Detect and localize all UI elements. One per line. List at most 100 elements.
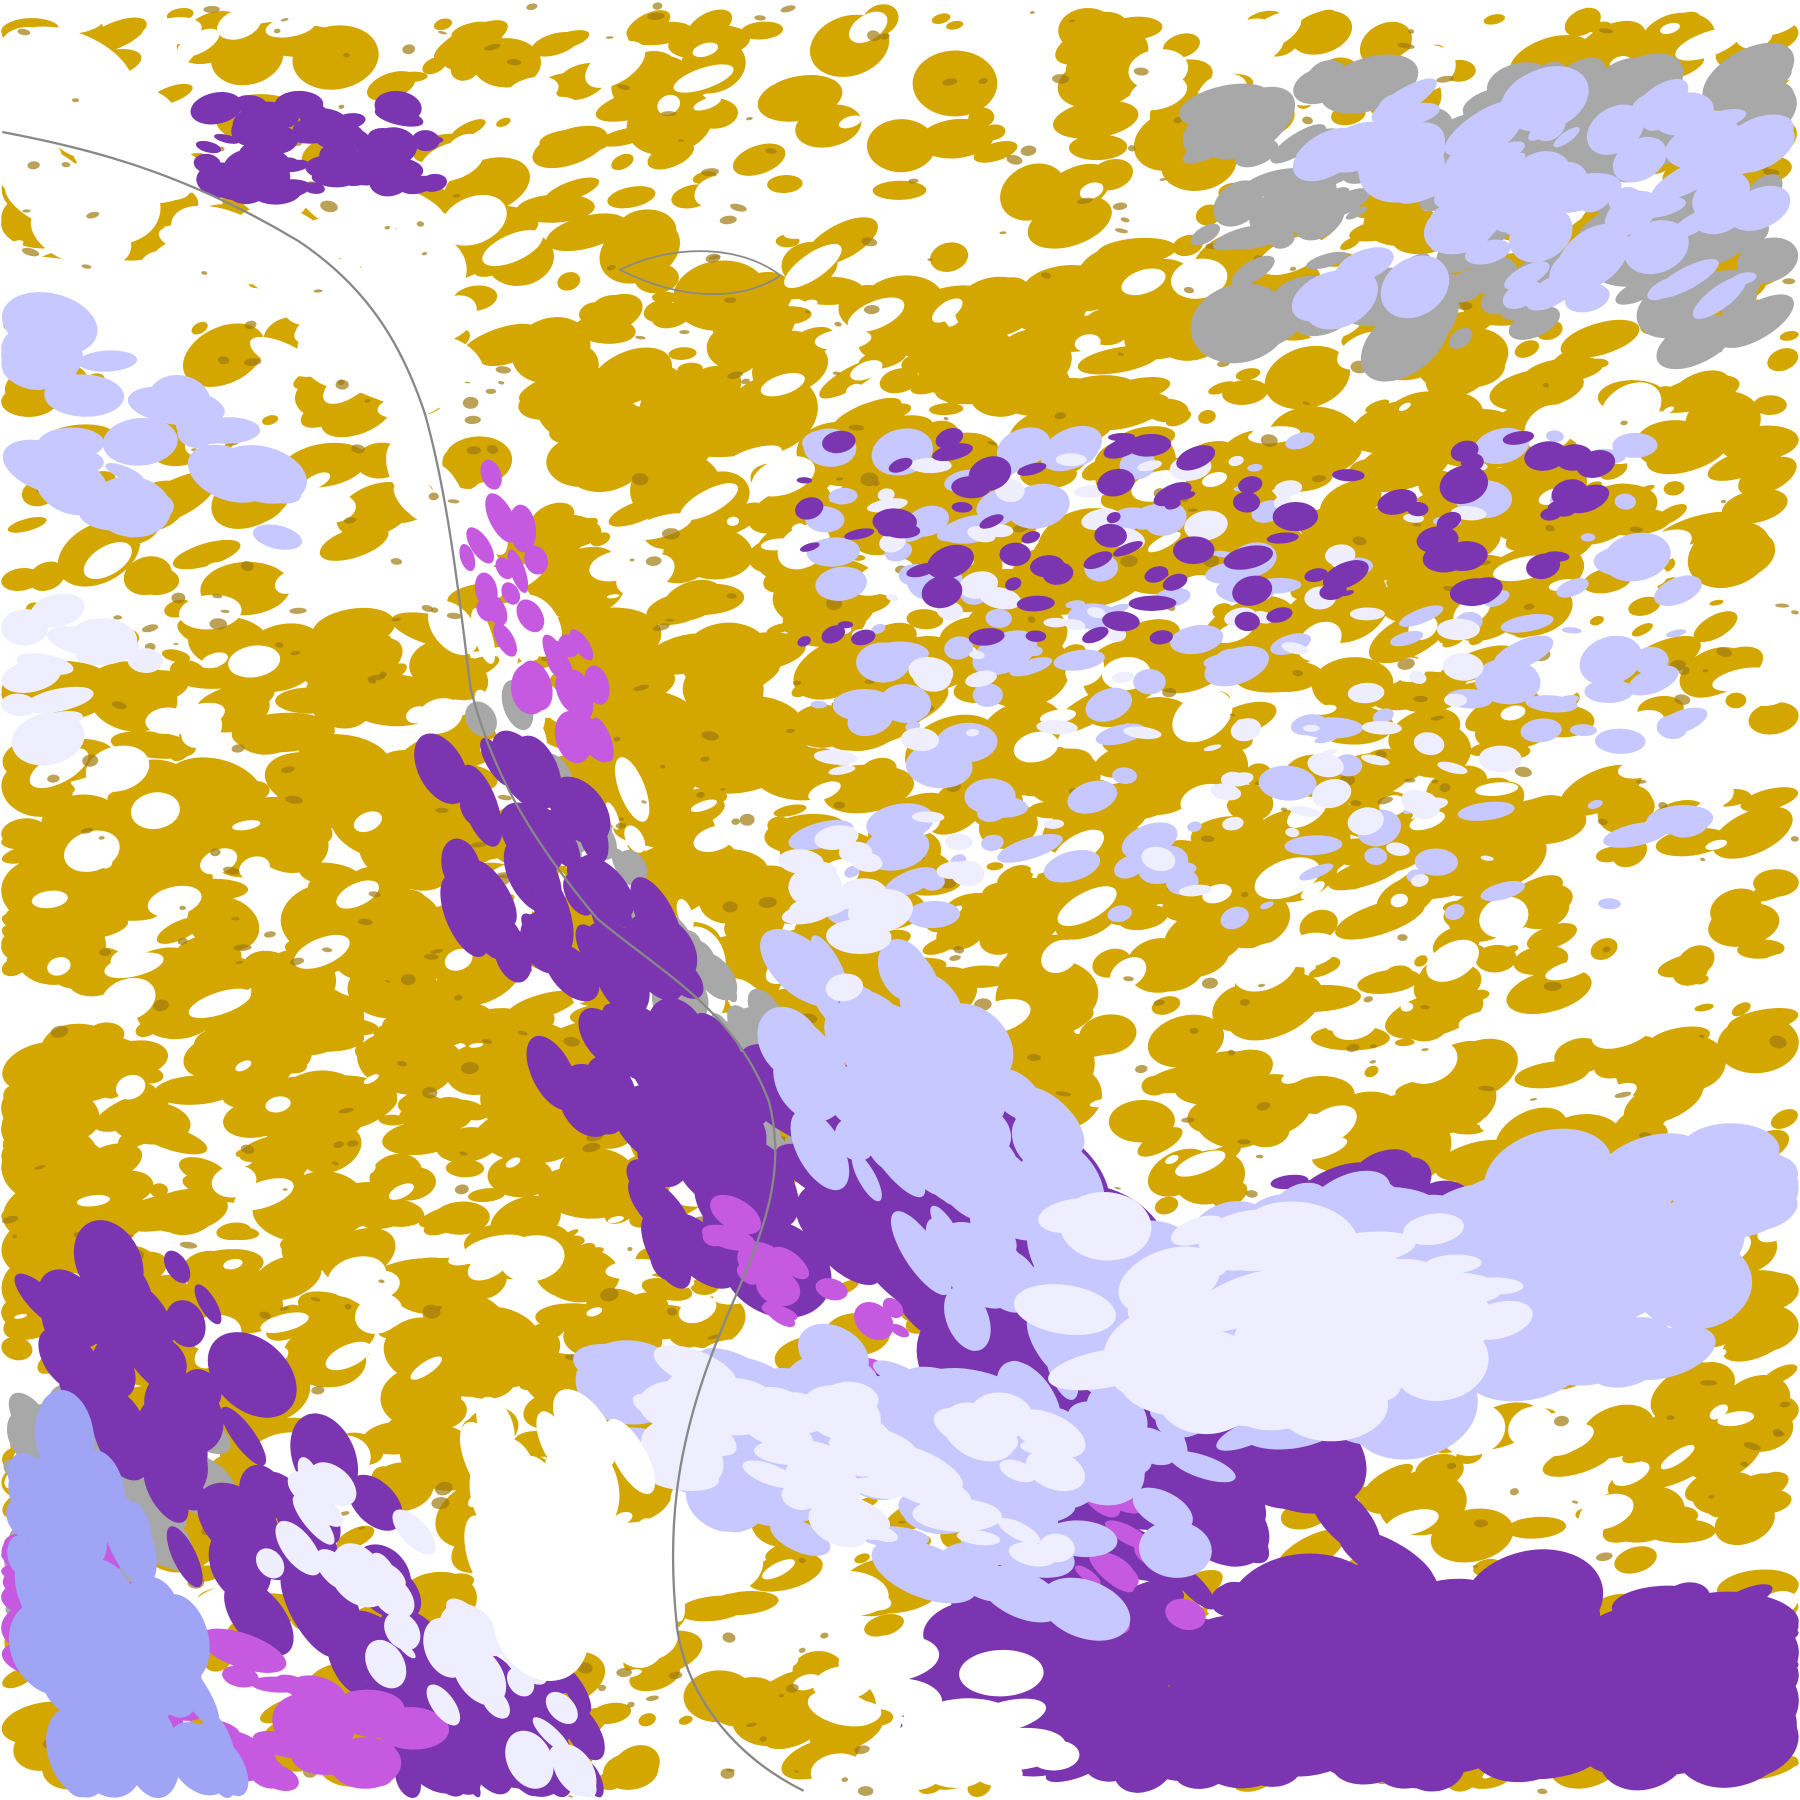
low-cloud-dense-patch xyxy=(518,368,592,404)
low-cloud-west-patch xyxy=(194,1026,253,1062)
low-cloud-dense-patch xyxy=(728,271,794,323)
low-cloud-dense-patch xyxy=(1141,1075,1169,1096)
low-cloud-west-patch xyxy=(607,687,695,725)
low-cloud-patch xyxy=(1483,14,1506,25)
low-cloud-dense-patch xyxy=(1127,778,1193,816)
low-cloud-dense-patch xyxy=(669,583,745,616)
low-cloud-patch xyxy=(1068,134,1128,161)
low-cloud-dense-patch xyxy=(979,923,1021,955)
low-cloud-patch xyxy=(608,498,666,527)
low-cloud-patch xyxy=(1,567,41,592)
low-cloud-dense-patch xyxy=(763,563,810,594)
clear-gap-patch xyxy=(1121,268,1166,296)
low-cloud-dense-patch xyxy=(1424,830,1509,897)
low-cloud-dense-patch xyxy=(1095,377,1171,405)
low-cloud-patch xyxy=(611,153,634,171)
low-cloud-patch xyxy=(1622,1433,1681,1464)
low-cloud-patch xyxy=(1677,945,1715,978)
low-cloud-patch xyxy=(1430,1508,1514,1563)
low-cloud-patch xyxy=(319,29,363,55)
low-cloud-patch xyxy=(683,1670,755,1723)
low-cloud-dense-patch xyxy=(916,323,1019,401)
convective-cells-patch xyxy=(1027,645,1043,657)
low-cloud-west-patch xyxy=(102,1040,169,1078)
low-cloud-west-patch xyxy=(393,907,425,919)
low-cloud-patch xyxy=(1663,481,1685,496)
thick-cloud-center-patch xyxy=(999,542,1031,567)
low-cloud-patch xyxy=(1631,623,1653,637)
low-cloud-west-patch xyxy=(113,670,189,705)
low-cloud-patch xyxy=(1090,159,1134,191)
low-cloud-patch xyxy=(1628,596,1661,616)
low-cloud-dark-patch xyxy=(665,618,675,622)
low-cloud-west-patch xyxy=(1,1336,33,1361)
low-cloud-patch xyxy=(1646,429,1730,475)
low-cloud-patch xyxy=(1414,955,1428,967)
low-cloud-west-patch xyxy=(146,1276,186,1303)
low-cloud-dark-patch xyxy=(231,917,240,921)
low-cloud-patch xyxy=(150,1183,168,1198)
low-cloud-patch xyxy=(854,1553,870,1564)
low-cloud-west-patch xyxy=(164,757,263,822)
low-cloud-dark-patch xyxy=(661,528,681,540)
low-cloud-patch xyxy=(931,13,951,25)
low-cloud-dense-patch xyxy=(1360,1103,1395,1125)
low-cloud-dark-patch xyxy=(661,111,677,117)
low-cloud-patch xyxy=(2,1057,37,1082)
low-cloud-patch xyxy=(1712,806,1793,859)
low-cloud-dense-patch xyxy=(1208,381,1236,395)
low-cloud-west-patch xyxy=(443,1002,495,1029)
low-cloud-patch xyxy=(1065,29,1149,92)
low-cloud-patch xyxy=(1137,1127,1183,1157)
low-cloud-west-patch xyxy=(594,1160,635,1181)
low-cloud-west-patch xyxy=(187,895,260,952)
low-cloud-patch xyxy=(946,20,964,30)
clear-gap-patch xyxy=(692,42,719,58)
low-cloud-patch xyxy=(1060,207,1104,228)
low-cloud-patch xyxy=(1710,530,1776,579)
convective-cores-patch xyxy=(1436,618,1480,641)
low-cloud-patch xyxy=(1724,1419,1776,1446)
low-cloud-patch xyxy=(1756,500,1779,518)
low-cloud-dense-patch xyxy=(1190,815,1290,863)
low-cloud-patch xyxy=(337,1240,391,1263)
low-cloud-dense-patch xyxy=(600,447,700,479)
low-cloud-west-patch xyxy=(276,1182,367,1240)
low-cloud-dense-patch xyxy=(541,586,573,601)
low-cloud-west-patch xyxy=(298,734,391,784)
low-cloud-patch xyxy=(1731,1002,1751,1017)
low-cloud-west-patch xyxy=(177,960,244,998)
low-cloud-patch xyxy=(1661,1506,1699,1527)
low-cloud-patch xyxy=(612,1745,660,1787)
low-cloud-dense-patch xyxy=(1531,797,1563,810)
low-cloud-patch xyxy=(767,175,803,194)
low-cloud-patch xyxy=(182,323,265,387)
low-cloud-west-patch xyxy=(487,1155,553,1198)
low-cloud-patch xyxy=(1526,923,1577,951)
low-cloud-dense-patch xyxy=(1506,968,1592,1015)
low-cloud-patch xyxy=(1767,348,1799,372)
clear-gap-patch xyxy=(201,652,228,669)
low-cloud-patch xyxy=(1065,107,1097,129)
low-cloud-patch xyxy=(7,516,47,533)
clear-gap-patch xyxy=(1426,939,1479,982)
low-cloud-west-patch xyxy=(143,1188,228,1233)
low-cloud-dense-patch xyxy=(793,637,882,700)
low-cloud-patch xyxy=(918,118,995,159)
low-cloud-dark-patch xyxy=(113,615,123,620)
low-cloud-west-patch xyxy=(272,1070,369,1146)
low-cloud-west-patch xyxy=(467,1188,506,1203)
low-cloud-patch xyxy=(1349,217,1415,242)
low-cloud-dense-patch xyxy=(680,622,771,694)
low-cloud-patch xyxy=(1738,456,1797,496)
low-cloud-west-patch xyxy=(378,841,450,891)
low-cloud-west-patch xyxy=(447,1099,489,1121)
low-cloud-patch xyxy=(1645,1518,1716,1544)
low-cloud-dense-patch xyxy=(1004,893,1030,913)
low-cloud-west-patch xyxy=(222,1088,274,1110)
low-cloud-west-patch xyxy=(395,1344,445,1362)
low-cloud-patch xyxy=(986,862,1004,871)
low-cloud-patch xyxy=(433,20,508,63)
low-cloud-dark-patch xyxy=(627,1247,633,1252)
